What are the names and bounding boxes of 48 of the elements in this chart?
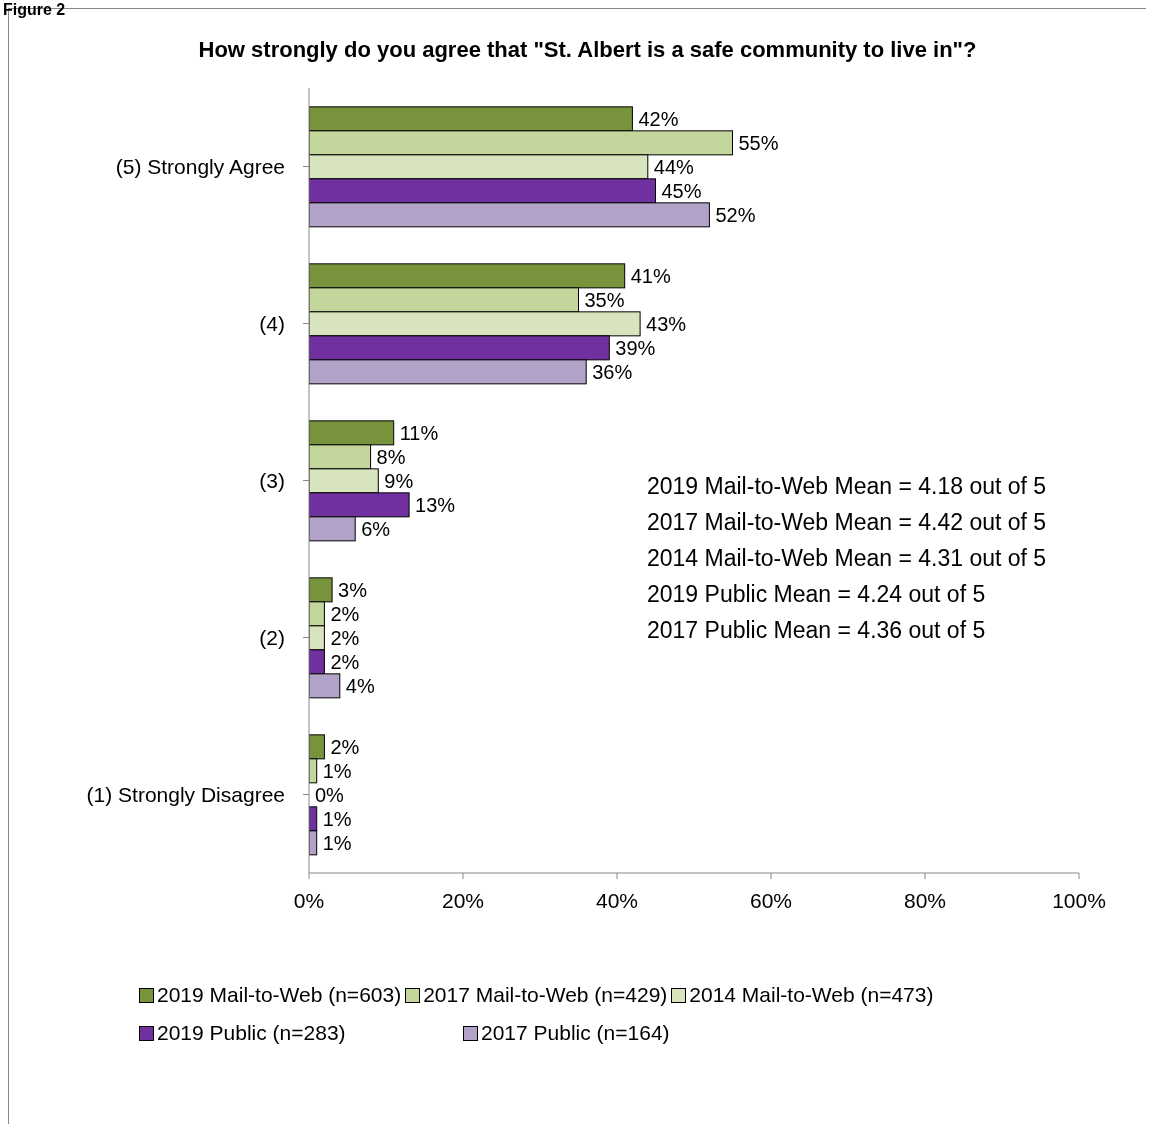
legend-label: 2019 Public (n=283)	[157, 1021, 346, 1045]
x-tick-label: 100%	[1052, 888, 1106, 912]
x-tick-label: 40%	[595, 888, 639, 912]
y-tick-label: (3)	[259, 468, 285, 492]
data-label: 13%	[415, 493, 456, 516]
data-label: 41%	[630, 264, 671, 287]
data-label: 11%	[399, 421, 439, 444]
data-label: 42%	[638, 107, 679, 130]
data-label: 2%	[330, 650, 360, 673]
legend-label: 2014 Mail-to-Web (n=473)	[689, 983, 934, 1007]
data-label: 44%	[653, 155, 695, 178]
x-tick-label: 20%	[441, 888, 485, 912]
data-label: 39%	[615, 336, 656, 359]
y-tick-label: (5) Strongly Agree	[115, 154, 285, 178]
data-label: 2%	[330, 602, 360, 625]
data-label: 52%	[715, 203, 756, 226]
data-label: 8%	[376, 445, 406, 468]
x-tick-label: 0%	[293, 888, 325, 912]
data-label: 1%	[322, 831, 352, 854]
x-tick-label: 80%	[903, 888, 947, 912]
data-label: 43%	[646, 312, 687, 335]
annotation: 2017 Public Mean = 4.36 out of 5	[647, 616, 987, 645]
data-label: 36%	[592, 360, 633, 383]
data-label: 45%	[661, 179, 702, 202]
data-label: 1%	[322, 807, 352, 830]
data-label: 55%	[738, 131, 779, 154]
annotation: 2014 Mail-to-Web Mean = 4.31 out of 5	[647, 544, 1047, 573]
legend-label: 2019 Mail-to-Web (n=603)	[157, 983, 402, 1007]
data-label: 2%	[330, 735, 360, 758]
data-label: 9%	[384, 469, 414, 492]
chart-title: How strongly do you agree that "St. Albert is a safe community to live in"?	[198, 37, 977, 62]
data-label: 4%	[345, 674, 375, 697]
data-label: 2%	[330, 626, 360, 649]
x-tick-label: 60%	[749, 888, 793, 912]
annotation: 2017 Mail-to-Web Mean = 4.42 out of 5	[647, 508, 1047, 537]
y-tick-label: (4)	[259, 311, 285, 335]
y-tick-label: (2)	[259, 625, 285, 649]
data-label: 6%	[361, 517, 391, 540]
legend-label: 2017 Mail-to-Web (n=429)	[423, 983, 668, 1007]
annotation: 2019 Mail-to-Web Mean = 4.18 out of 5	[647, 472, 1047, 501]
data-label: 35%	[584, 288, 625, 311]
caption: Figure 2	[3, 1, 66, 19]
data-label: 1%	[322, 759, 352, 782]
data-label: 0%	[315, 783, 345, 806]
data-label: 3%	[338, 578, 368, 601]
y-tick-label: (1) Strongly Disagree	[86, 782, 285, 806]
legend-label: 2017 Public (n=164)	[481, 1021, 670, 1045]
annotation: 2019 Public Mean = 4.24 out of 5	[647, 580, 987, 609]
